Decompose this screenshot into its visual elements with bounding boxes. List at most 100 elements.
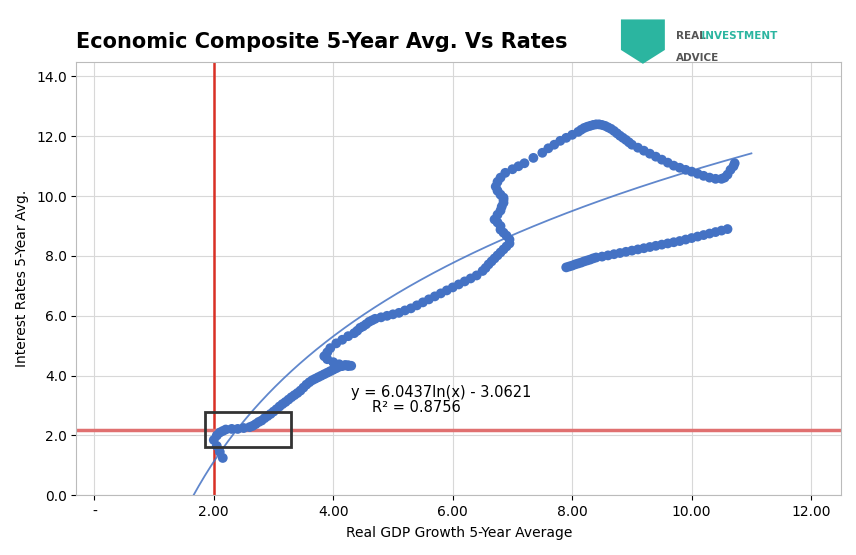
Text: y = 6.0437ln(x) - 3.0621: y = 6.0437ln(x) - 3.0621 [351, 385, 532, 400]
Point [338, 361, 352, 370]
Point [216, 453, 229, 462]
Point [348, 329, 361, 337]
Point [616, 133, 630, 142]
Point [276, 400, 289, 408]
Point [495, 202, 508, 211]
Point [294, 386, 307, 395]
Point [685, 234, 698, 243]
Point [336, 335, 349, 344]
Point [326, 365, 340, 374]
Point [428, 292, 442, 301]
Point [595, 252, 609, 261]
Point [267, 407, 281, 416]
Point [604, 124, 618, 133]
Point [580, 122, 594, 131]
Point [496, 195, 510, 204]
Point [728, 159, 741, 168]
Point [709, 228, 722, 236]
Point [494, 221, 508, 230]
Point [655, 240, 669, 249]
Point [574, 125, 588, 134]
Point [542, 144, 556, 153]
Point [216, 427, 229, 436]
Point [380, 311, 394, 320]
Point [589, 120, 603, 129]
Point [318, 352, 331, 361]
Point [494, 225, 508, 234]
Point [264, 410, 277, 418]
Point [571, 259, 585, 268]
Point [308, 374, 322, 383]
Point [488, 215, 502, 224]
Point [342, 362, 355, 371]
Point [362, 317, 376, 326]
Point [490, 251, 504, 260]
Point [574, 258, 588, 267]
Point [479, 264, 492, 273]
Point [470, 271, 484, 280]
Point [637, 244, 651, 253]
Point [207, 436, 221, 445]
Point [404, 304, 418, 313]
Point [613, 132, 627, 140]
Point [721, 225, 734, 234]
Text: R² = 0.8756: R² = 0.8756 [372, 400, 461, 415]
Point [279, 397, 293, 406]
Point [607, 250, 621, 259]
Point [598, 122, 612, 130]
Point [237, 423, 251, 432]
Point [320, 368, 334, 377]
Point [496, 228, 510, 237]
Polygon shape [621, 19, 665, 64]
Point [213, 447, 227, 456]
Point [330, 339, 343, 348]
Point [559, 133, 573, 142]
Point [484, 257, 498, 266]
Point [610, 129, 624, 138]
Text: ADVICE: ADVICE [676, 53, 720, 63]
Point [374, 313, 388, 322]
Point [416, 298, 430, 307]
Point [366, 316, 379, 325]
X-axis label: Real GDP Growth 5-Year Average: Real GDP Growth 5-Year Average [346, 526, 572, 540]
Point [727, 162, 740, 171]
Point [643, 243, 657, 251]
Point [571, 128, 585, 137]
Point [255, 416, 269, 425]
Point [488, 254, 502, 263]
Point [559, 263, 573, 272]
Point [494, 206, 508, 215]
Point [360, 320, 373, 329]
Point [249, 420, 263, 428]
Point [601, 123, 615, 132]
Point [410, 301, 424, 310]
Point [496, 198, 510, 207]
Point [512, 162, 526, 171]
Point [667, 161, 681, 170]
Point [586, 254, 600, 263]
Point [577, 124, 591, 133]
Point [282, 395, 295, 404]
Point [643, 149, 657, 158]
Point [288, 391, 301, 400]
Point [464, 274, 478, 283]
Point [697, 231, 710, 240]
Point [258, 413, 271, 422]
Point [458, 277, 472, 286]
Point [273, 402, 287, 411]
Point [589, 253, 603, 262]
Point [622, 138, 636, 147]
Point [213, 428, 227, 437]
Point [318, 370, 331, 379]
Point [326, 358, 340, 367]
Point [219, 425, 233, 434]
Point [697, 171, 710, 180]
Point [667, 238, 681, 246]
Point [673, 163, 687, 172]
Point [332, 360, 346, 369]
Point [243, 423, 257, 432]
Point [302, 378, 316, 387]
Point [324, 367, 337, 376]
Point [290, 388, 304, 397]
Point [723, 165, 737, 174]
